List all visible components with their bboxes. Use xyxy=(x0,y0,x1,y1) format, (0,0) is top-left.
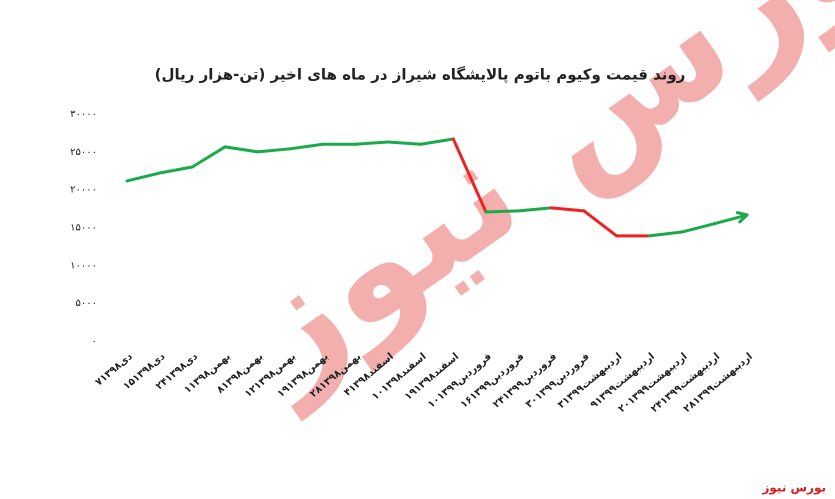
line-segment xyxy=(288,142,325,151)
line-segment xyxy=(125,171,162,183)
line-segment xyxy=(484,209,521,214)
line-segment xyxy=(158,165,194,175)
line-segment xyxy=(647,230,684,238)
source: بورس نیوز xyxy=(761,481,826,496)
y-tick-label: ۰ xyxy=(92,336,97,347)
line-segment xyxy=(517,206,553,213)
line-segment xyxy=(386,140,423,146)
line-segment xyxy=(256,147,292,154)
y-tick-label: ۲۵۰۰۰ xyxy=(70,147,97,158)
chart-title: روند قیمت وکیوم باتوم پالایشگاه شیراز در… xyxy=(155,66,686,85)
y-tick-label: ۳۰۰۰۰ xyxy=(70,109,97,120)
line-segment xyxy=(582,209,618,238)
line-segment xyxy=(353,140,390,146)
y-tick-label: ۵۰۰۰ xyxy=(76,298,97,309)
line-segment xyxy=(419,137,455,146)
line-segment xyxy=(190,145,227,169)
y-tick-label: ۱۵۰۰۰ xyxy=(70,223,97,234)
y-tick-label: ۱۰۰۰۰ xyxy=(70,260,97,271)
line-segment xyxy=(712,213,749,226)
arrow-head xyxy=(735,211,749,224)
line-segment xyxy=(680,222,716,234)
line-segment xyxy=(223,145,260,154)
line-segment xyxy=(549,206,586,213)
line-segment xyxy=(451,137,488,214)
y-tick-label: ۲۰۰۰۰ xyxy=(70,185,97,196)
